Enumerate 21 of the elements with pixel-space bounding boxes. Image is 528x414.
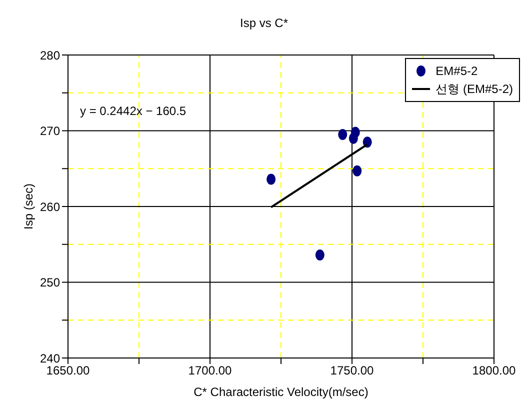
x-axis-title: C* Characteristic Velocity(m/sec): [194, 385, 368, 399]
y-axis-title: Isp (sec): [21, 183, 36, 230]
point: [315, 249, 324, 260]
point: [352, 165, 362, 176]
y-tick-label: 240: [40, 351, 60, 366]
point: [362, 136, 372, 148]
annotation: y = 0.2442x − 160.5: [80, 104, 186, 118]
x-tick-label: 1750.00: [330, 364, 374, 378]
x-tick-label: 1700.00: [188, 364, 232, 378]
y-tick-label: 260: [40, 200, 60, 214]
point: [266, 174, 276, 185]
point: [338, 129, 348, 140]
x-tick-label: 1650.00: [46, 364, 90, 378]
y-tick-label: 270: [40, 124, 60, 138]
chart-title: Isp vs C*: [238, 16, 289, 30]
x-tick-label: 1800.00: [472, 364, 516, 378]
y-tick-label: 280: [40, 48, 60, 62]
legend-label: EM#5-2: [436, 63, 478, 80]
y-tick-label: 250: [40, 276, 60, 290]
point: [348, 132, 358, 144]
legend-label: 선형 (EM#5-2): [436, 81, 513, 98]
